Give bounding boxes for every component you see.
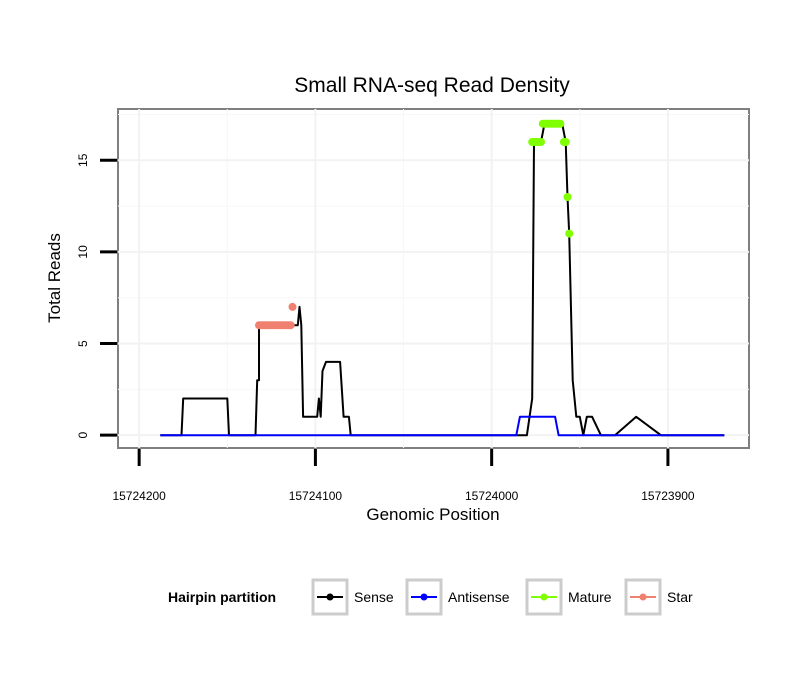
plot-panel (117, 108, 750, 449)
data-point-mature (556, 119, 565, 128)
y-tick-label: 15 (76, 153, 90, 167)
chart-title: Small RNA-seq Read Density (294, 74, 570, 97)
x-tick-label: 15724200 (112, 489, 166, 503)
legend-key-point (420, 593, 428, 601)
legend-title: Hairpin partition (168, 589, 276, 605)
data-point-mature (563, 193, 572, 201)
y-tick-label: 10 (76, 245, 90, 259)
legend-item-star: Star (624, 578, 693, 616)
series-star (255, 302, 297, 330)
data-point-mature (561, 138, 570, 146)
legend-key-point (639, 593, 647, 601)
legend-item-antisense: Antisense (405, 578, 510, 616)
legend-label: Star (667, 589, 693, 605)
legend-item-mature: Mature (525, 578, 612, 616)
legend-label: Sense (354, 589, 394, 605)
y-axis-label: Total Reads (45, 233, 64, 323)
data-point-mature (565, 229, 574, 238)
x-axis: 15724200 15724100 15724000 15723900 (112, 449, 695, 503)
y-tick-label: 0 (76, 432, 90, 439)
legend-item-sense: Sense (311, 578, 394, 616)
series-sense (160, 122, 725, 437)
grid-lines (118, 109, 749, 448)
data-point-star (286, 321, 295, 330)
x-axis-label: Genomic Position (366, 505, 499, 524)
data-point-mature (537, 138, 545, 146)
legend-key-point (326, 593, 334, 601)
series-line-antisense (160, 415, 725, 437)
series-mature (528, 119, 574, 238)
legend-key-point (540, 593, 548, 601)
series-antisense (160, 415, 725, 437)
x-tick-label: 15724000 (465, 489, 519, 503)
series-line-sense (160, 122, 725, 437)
data-point-star (288, 302, 297, 311)
x-tick-label: 15723900 (641, 489, 695, 503)
x-tick-label: 15724100 (289, 489, 343, 503)
legend-label: Mature (568, 589, 612, 605)
series-layer (160, 119, 725, 437)
legend: Hairpin partition Sense Antisense Mature St… (168, 578, 693, 616)
legend-label: Antisense (448, 589, 510, 605)
y-axis: 0 5 10 15 (76, 153, 117, 439)
y-tick-label: 5 (76, 340, 90, 347)
